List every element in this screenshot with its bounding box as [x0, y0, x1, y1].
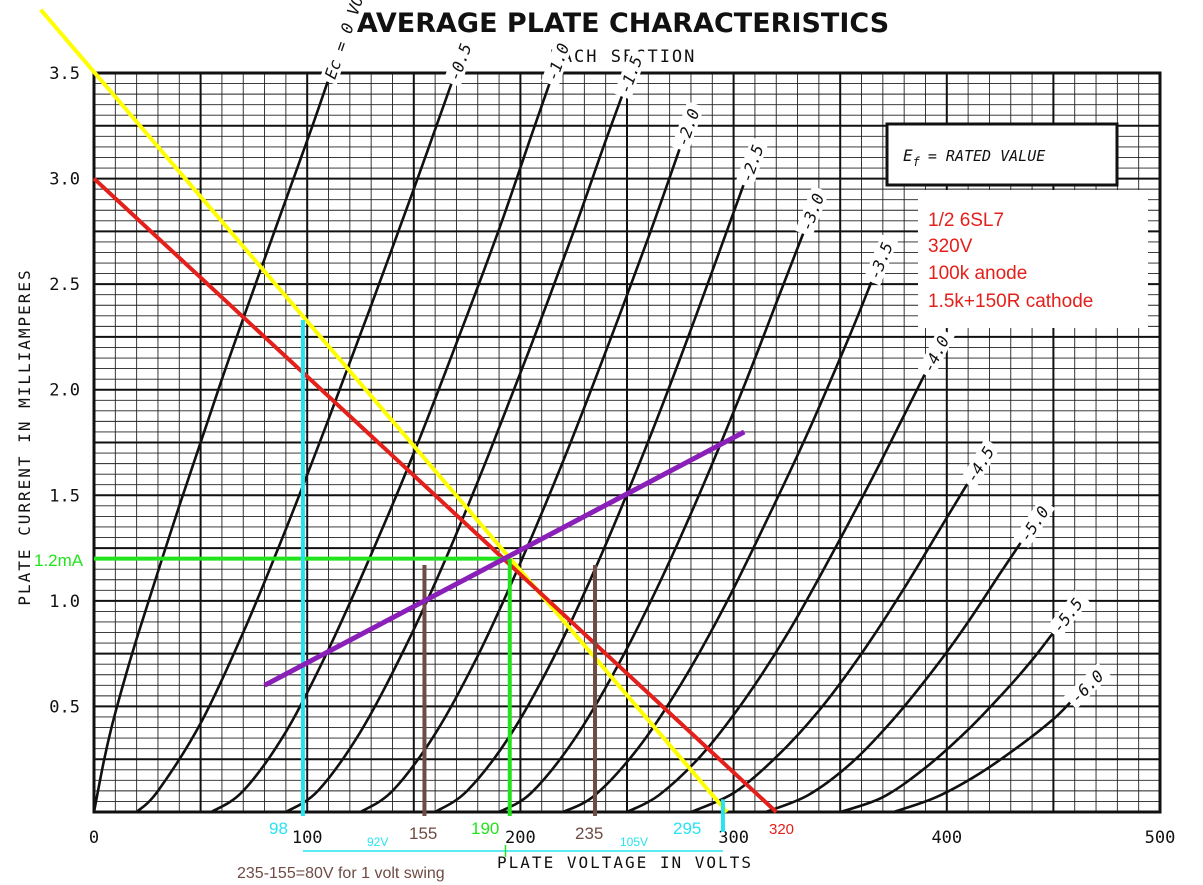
curve-line [135, 80, 454, 813]
curve-label-bg [541, 35, 575, 87]
curve-line [210, 80, 552, 814]
curve-label: -3.0 [797, 191, 829, 234]
curve-label: -4.0 [919, 333, 953, 376]
curve-line [434, 182, 746, 814]
y-tick-label: 0.5 [49, 697, 80, 717]
curve-labels: Ec = 0 VOLTS -0.5 -1.0 -1.5-2.0-2.5-3.0-3.5… [319, 0, 1111, 710]
curve-line [626, 372, 927, 814]
rated-box-sub: f [913, 155, 921, 169]
y-tick-label: 1.0 [49, 592, 80, 612]
curve-label-bg [795, 185, 830, 238]
curve-line [285, 93, 624, 814]
curve-line [690, 481, 970, 814]
curve-label: -0.5 [445, 41, 476, 84]
curve-label-group: -3.0 [795, 185, 830, 238]
swing-note: 235-155=80V for 1 volt swing [237, 865, 445, 882]
note-line-1: 1/2 6SL7 [928, 210, 1004, 231]
rated-box-rhs: = RATED VALUE [928, 147, 1045, 165]
note-line-3: 100k anode [928, 263, 1027, 284]
curve-label-group: -2.0 [671, 101, 705, 153]
curve-label-bg [959, 438, 1001, 489]
curve-label-bg [735, 137, 769, 189]
curve-label-bg [1063, 662, 1111, 710]
curve-line [562, 279, 874, 814]
load-line-red [92, 177, 778, 814]
x-axis-label: PLATE VOLTAGE IN VOLTS [497, 853, 753, 872]
y-tick-label: 2.0 [49, 381, 80, 401]
curve-label: -3.5 [865, 239, 897, 282]
label-190: 190 [471, 819, 499, 838]
curve-label-bg [319, 0, 379, 85]
label-155: 155 [409, 824, 437, 843]
rated-value-box: Ef = RATED VALUE [885, 122, 1119, 187]
curve-label-group: -4.0 [916, 327, 955, 379]
x-tick-label: 0 [89, 828, 99, 848]
curve-label-group: -6.0 [1063, 662, 1111, 710]
y-tick-label: 2.5 [49, 275, 80, 295]
curve-line [92, 78, 330, 813]
x-tick-label: 500 [1145, 828, 1176, 848]
y-tick-label: 3.0 [49, 170, 80, 190]
x-tick-label: 400 [931, 828, 962, 848]
load-line-overlay [39, 8, 778, 857]
label-swing-92v: 92V [367, 835, 388, 849]
rated-box-lhs: E [903, 146, 913, 165]
curve-line [498, 230, 806, 814]
curve-label-bg [443, 35, 477, 87]
x-tick-label: 100 [292, 828, 323, 848]
load-line-yellow [39, 8, 729, 814]
y-tick-label: 3.5 [49, 64, 80, 84]
label-320: 320 [769, 821, 794, 838]
current-label: 1.2mA [34, 551, 84, 570]
label-235: 235 [575, 824, 603, 843]
curve-label-bg [916, 327, 955, 379]
x-tick-label: 200 [505, 828, 536, 848]
annotation-labels: 1.2mA 98 155 190 235 295 320 92V 105V 23… [30, 547, 794, 882]
curve-line [765, 540, 1023, 814]
chart-title: AVERAGE PLATE CHARACTERISTICS [357, 8, 889, 39]
x-tick-label: 300 [718, 828, 749, 848]
curve-line [839, 631, 1055, 814]
chart-subtitle: EACH SECTION [550, 47, 697, 67]
axis-ticks: 0 100 200 300 400 500 0.5 1.0 1.5 2.0 2.5 3.0 3.5 [49, 64, 1175, 848]
curve-label-group: -2.5 [735, 137, 769, 189]
curve-label-bg [1013, 498, 1056, 549]
curve-label: -2.0 [673, 106, 704, 149]
note-line-4: 1.5k+150R cathode [928, 291, 1093, 312]
tube-note: 1/2 6SL7 320V 100k anode 1.5k+150R catho… [918, 190, 1148, 328]
curve-label-bg [613, 48, 648, 100]
label-swing-105v: 105V [620, 835, 648, 849]
curve-label-bg [1045, 590, 1090, 640]
curve-line [893, 701, 1072, 814]
purple-line [263, 429, 746, 688]
label-98: 98 [269, 819, 288, 838]
curve-label-bg [671, 101, 705, 153]
curve-label-bg [863, 234, 899, 286]
curve-label-group: -0.5 [443, 35, 477, 87]
y-tick-label: 1.5 [49, 486, 80, 506]
label-295: 295 [673, 819, 701, 838]
y-axis-label: PLATE CURRENT IN MILLIAMPERES [15, 268, 34, 605]
svg-text:Ef= RATED VALUE: Ef = RATED VALUE [903, 146, 1045, 169]
note-line-2: 320V [928, 236, 973, 257]
